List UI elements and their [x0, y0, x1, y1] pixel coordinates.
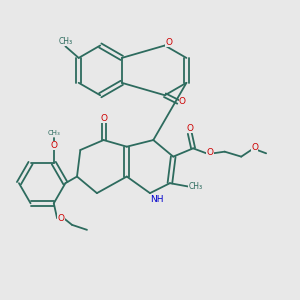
- Text: O: O: [58, 214, 64, 224]
- Text: CH₃: CH₃: [58, 37, 73, 46]
- Text: NH: NH: [150, 195, 164, 204]
- Text: CH₃: CH₃: [47, 130, 60, 136]
- Text: O: O: [100, 114, 107, 123]
- Text: O: O: [251, 143, 258, 152]
- Text: CH₃: CH₃: [188, 182, 203, 191]
- Text: O: O: [207, 148, 214, 157]
- Text: O: O: [179, 98, 186, 106]
- Text: O: O: [165, 38, 172, 47]
- Text: O: O: [186, 124, 193, 133]
- Text: O: O: [50, 141, 57, 150]
